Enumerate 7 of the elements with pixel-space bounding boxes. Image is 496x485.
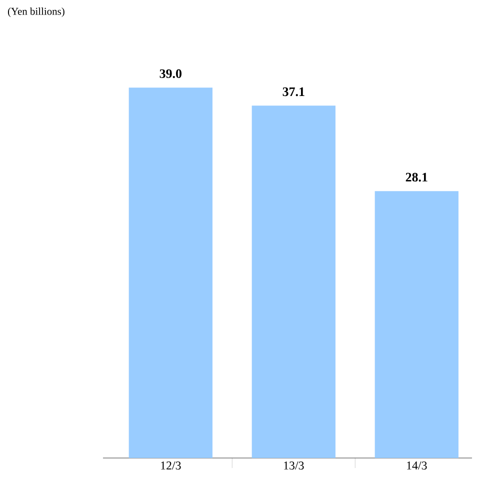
data-label: 28.1	[406, 172, 428, 182]
data-label: 37.1	[282, 87, 304, 96]
x-tick-label: 12/3	[161, 462, 181, 470]
text: (Yen billions)	[8, 8, 64, 17]
data-label: 39.0	[160, 69, 182, 78]
x-tick-label: 14/3	[407, 462, 427, 470]
x-tick-label: 13/3	[284, 462, 304, 470]
